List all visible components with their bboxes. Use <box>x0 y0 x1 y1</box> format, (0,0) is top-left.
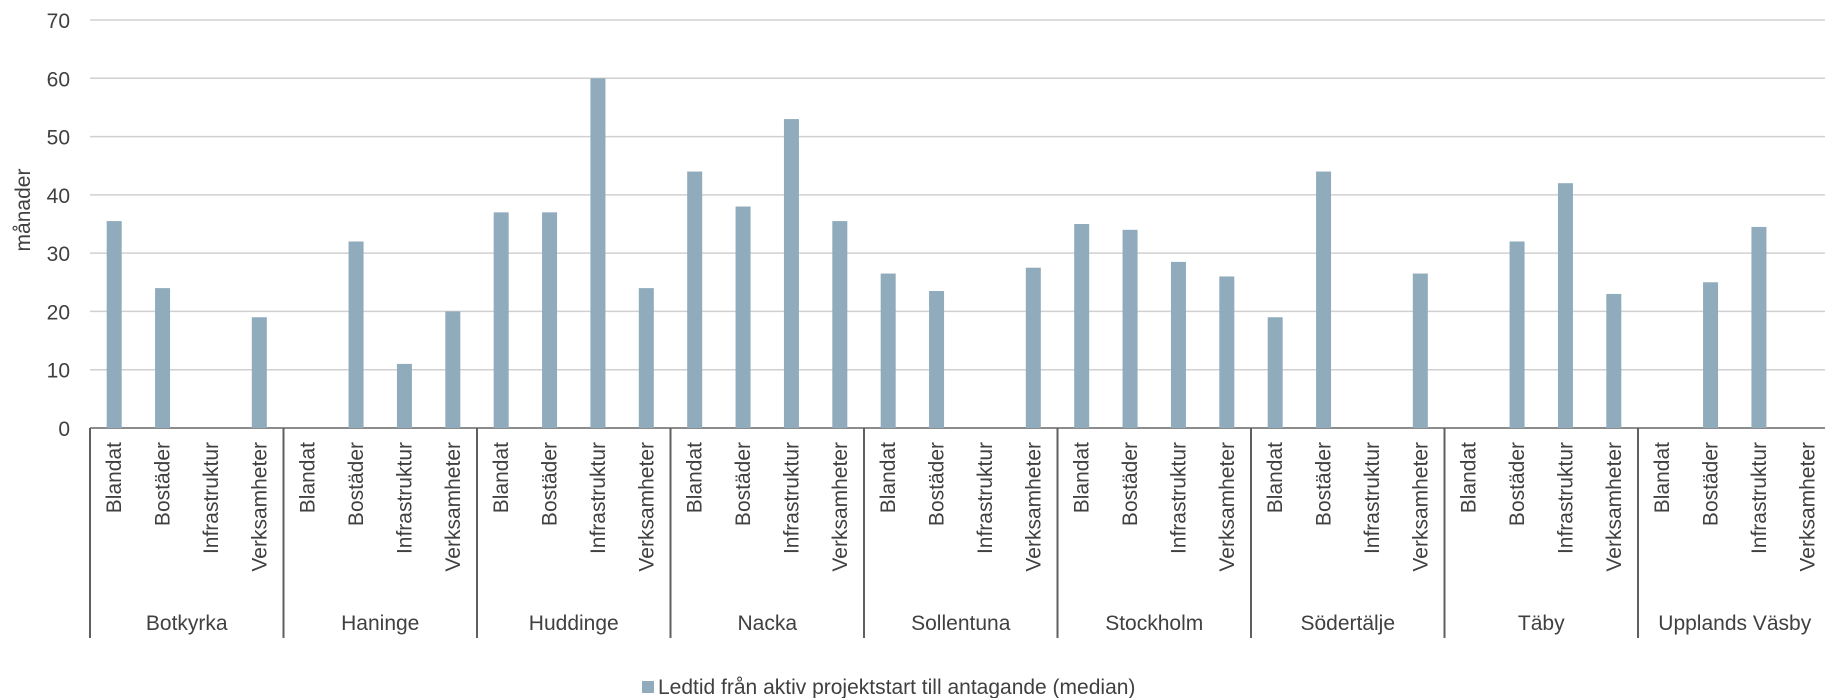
bar <box>1412 273 1428 428</box>
y-tick-label: 0 <box>58 418 70 441</box>
x-group-label: Upplands Väsby <box>1658 612 1811 635</box>
bar <box>638 288 654 428</box>
bar <box>348 241 364 428</box>
x-category-label: Blandat <box>1071 442 1094 513</box>
x-group-label: Södertälje <box>1300 612 1395 635</box>
bar <box>542 212 558 428</box>
x-category-label: Infrastruktur <box>200 442 223 554</box>
x-category-label: Blandat <box>103 442 126 513</box>
x-category-label: Infrastruktur <box>587 442 610 554</box>
x-category-label: Verksamheter <box>829 442 852 572</box>
x-category-label: Verksamheter <box>1216 442 1239 572</box>
x-group-label: Täby <box>1518 612 1565 635</box>
x-category-label: Infrastruktur <box>1748 442 1771 554</box>
x-category-label: Bostäder <box>1313 442 1336 526</box>
bar <box>106 221 122 428</box>
bar <box>396 363 412 428</box>
bar <box>1170 261 1186 428</box>
y-axis-title: månader <box>12 169 35 252</box>
y-tick-label: 30 <box>47 243 70 266</box>
x-category-label: Verksamheter <box>1603 442 1626 572</box>
x-group-label: Nacka <box>737 612 797 635</box>
x-category-label: Blandat <box>1458 442 1481 513</box>
legend-label: Ledtid från aktiv projektstart till anta… <box>658 676 1135 698</box>
x-axis: Blandat Bostäder Infrastruktur Verksamheter… <box>89 428 1819 638</box>
x-category-label: Bostäder <box>926 442 949 526</box>
bar <box>735 206 751 428</box>
x-category-label: Verksamheter <box>1796 442 1819 572</box>
bar <box>1267 317 1283 428</box>
x-category-label: Bostäder <box>539 442 562 526</box>
x-category-label: Blandat <box>297 442 320 513</box>
x-group-label: Sollentuna <box>911 612 1011 635</box>
x-category-label: Bostäder <box>345 442 368 526</box>
x-category-label: Verksamheter <box>1022 442 1045 572</box>
y-tick-label: 60 <box>47 68 70 91</box>
x-category-label: Bostäder <box>1700 442 1723 526</box>
x-category-label: Infrastruktur <box>1167 442 1190 554</box>
x-group-label: Botkyrka <box>146 612 228 635</box>
bar <box>832 221 848 428</box>
bar <box>1025 267 1041 428</box>
x-category-label: Blandat <box>490 442 513 513</box>
y-tick-label: 20 <box>47 301 70 324</box>
bar <box>1122 229 1138 428</box>
bar <box>1316 171 1332 429</box>
bar <box>590 78 606 429</box>
x-category-label: Blandat <box>1264 442 1287 513</box>
x-group-label: Stockholm <box>1105 612 1203 635</box>
y-axis-ticks: 0 10 20 30 40 50 60 70 <box>47 10 70 441</box>
x-category-label: Blandat <box>877 442 900 513</box>
x-group-label: Haninge <box>341 612 419 635</box>
x-category-label: Blandat <box>1651 442 1674 513</box>
x-category-label: Bostäder <box>1119 442 1142 526</box>
x-category-label: Infrastruktur <box>393 442 416 554</box>
x-category-label: Verksamheter <box>635 442 658 572</box>
bar <box>1606 293 1622 428</box>
x-category-label: Verksamheter <box>442 442 465 572</box>
x-category-label: Verksamheter <box>248 442 271 572</box>
legend: Ledtid från aktiv projektstart till anta… <box>642 676 1135 698</box>
bar <box>929 291 945 428</box>
x-group-label: Huddinge <box>529 612 619 635</box>
bar <box>445 311 461 428</box>
bar <box>1074 224 1090 428</box>
bars <box>106 78 1767 429</box>
y-tick-label: 10 <box>47 360 70 383</box>
x-category-label: Infrastruktur <box>974 442 997 554</box>
x-category-label: Infrastruktur <box>780 442 803 554</box>
x-category-label: Bostäder <box>732 442 755 526</box>
legend-swatch <box>642 681 654 693</box>
y-tick-label: 70 <box>47 10 70 33</box>
bar <box>1557 183 1573 428</box>
bar <box>1751 226 1767 428</box>
x-category-label: Bostäder <box>1506 442 1529 526</box>
bar <box>493 212 509 428</box>
bar <box>251 317 267 428</box>
x-category-label: Blandat <box>684 442 707 513</box>
bar <box>687 171 703 429</box>
x-category-label: Verksamheter <box>1409 442 1432 572</box>
bar <box>155 288 171 428</box>
bar <box>783 119 799 428</box>
gridlines <box>90 19 1825 429</box>
x-category-label: Infrastruktur <box>1554 442 1577 554</box>
bar <box>1509 241 1525 428</box>
y-tick-label: 40 <box>47 185 70 208</box>
x-category-label: Bostäder <box>152 442 175 526</box>
bar <box>880 273 896 428</box>
x-category-label: Infrastruktur <box>1361 442 1384 554</box>
bar <box>1219 276 1235 428</box>
bar <box>1703 282 1719 428</box>
y-tick-label: 50 <box>47 127 70 150</box>
